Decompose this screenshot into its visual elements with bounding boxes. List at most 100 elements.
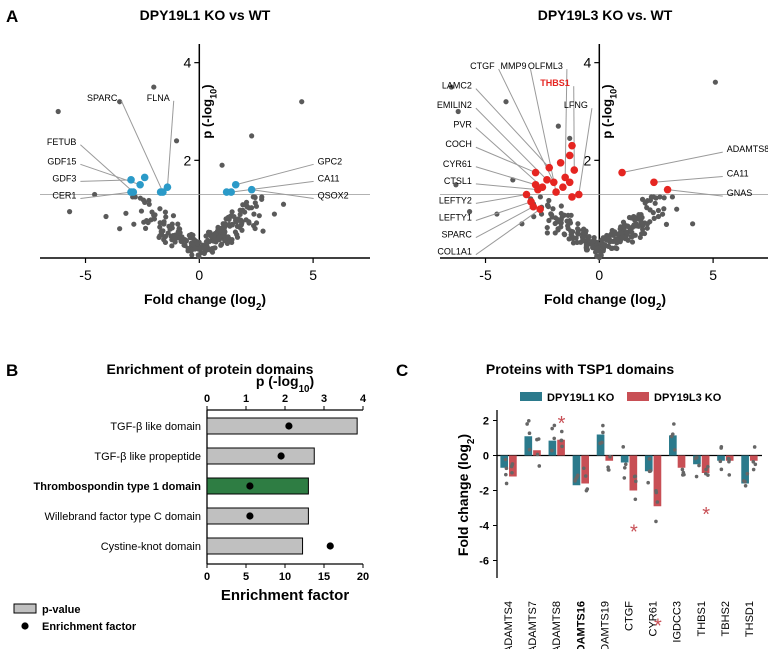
- replicate-point: [504, 481, 509, 486]
- replicate-point: [601, 423, 605, 428]
- fold-change-bar: [701, 455, 710, 473]
- label-leader-line: [475, 107, 548, 181]
- protein-point: [253, 203, 260, 209]
- protein-point: [251, 211, 257, 217]
- x-tick-label: 0: [595, 267, 603, 283]
- legend-enrichment-label: Enrichment factor: [42, 621, 137, 633]
- protein-label: CYR61: [443, 159, 472, 169]
- protein-point: [252, 194, 258, 201]
- protein-point: [618, 224, 624, 230]
- significant-protein-point: [561, 173, 569, 182]
- protein-point: [610, 232, 616, 238]
- protein-point: [159, 232, 165, 238]
- label-leader-line: [475, 194, 527, 204]
- protein-point: [531, 214, 537, 220]
- protein-point: [280, 201, 287, 207]
- protein-point: [237, 211, 243, 218]
- label-leader-line: [475, 127, 543, 188]
- significant-protein-point: [529, 202, 538, 211]
- y-tick-label: 2: [184, 152, 192, 168]
- fold-change-bar: [644, 455, 653, 472]
- significant-protein-point: [568, 141, 576, 150]
- significant-protein-point: [559, 183, 567, 191]
- replicate-point: [581, 466, 586, 471]
- protein-point: [544, 230, 550, 236]
- protein-label: CA11: [318, 173, 340, 183]
- significant-protein-point: [543, 176, 551, 184]
- category-label: CTGF: [624, 601, 636, 631]
- domain-label: TGF-β like propeptide: [94, 451, 201, 463]
- replicate-point: [727, 473, 732, 477]
- protein-point: [169, 225, 175, 231]
- panel-a-label: A: [6, 7, 18, 26]
- bottom-tick-label: 0: [204, 571, 210, 583]
- protein-point: [198, 245, 204, 251]
- domain-label: Cystine-knot domain: [101, 541, 201, 553]
- enrichment-factor-point: [277, 452, 285, 460]
- replicate-point: [719, 444, 724, 449]
- protein-label: GPC2: [318, 156, 343, 166]
- domain-label: TGF-β like domain: [110, 421, 201, 433]
- protein-point: [66, 209, 73, 215]
- replicate-point: [559, 438, 564, 443]
- replicate-point: [753, 462, 758, 467]
- y-tick-label: 0: [483, 451, 489, 463]
- protein-point: [250, 223, 257, 229]
- protein-point: [576, 227, 582, 233]
- protein-point: [466, 209, 473, 215]
- protein-point: [169, 234, 175, 240]
- protein-point: [138, 208, 145, 214]
- protein-point: [669, 194, 676, 200]
- volcano-title: DPY19L3 KO vs. WT: [538, 7, 673, 23]
- significant-protein-point: [565, 151, 574, 160]
- label-leader-line: [80, 191, 132, 200]
- protein-point: [244, 203, 250, 209]
- fold-change-bar: [741, 455, 749, 484]
- protein-point: [564, 218, 570, 224]
- replicate-point: [537, 464, 542, 468]
- replicate-point: [672, 422, 676, 426]
- protein-point: [222, 238, 228, 244]
- enrichment-factor-point: [285, 422, 293, 430]
- protein-point: [565, 225, 571, 232]
- protein-point: [652, 200, 658, 206]
- legend-pvalue-label: p-value: [42, 604, 81, 616]
- replicate-point: [552, 436, 557, 441]
- replicate-point: [670, 432, 675, 436]
- replicate-point: [510, 470, 514, 475]
- protein-point: [647, 219, 653, 225]
- replicate-point: [681, 470, 686, 475]
- replicate-point: [535, 452, 540, 457]
- fold-change-bar: [548, 440, 557, 456]
- replicate-point: [694, 474, 699, 479]
- replicate-point: [654, 519, 658, 524]
- protein-point: [181, 242, 187, 248]
- protein-point: [162, 239, 169, 246]
- significant-protein-point: [522, 190, 531, 199]
- protein-point: [162, 209, 169, 215]
- volcano-title: DPY19L1 KO vs WT: [140, 7, 271, 23]
- replicate-point: [601, 430, 605, 435]
- x-tick-label: 5: [309, 267, 317, 283]
- protein-point: [157, 224, 163, 230]
- protein-point: [169, 243, 175, 249]
- label-leader-line: [231, 180, 314, 193]
- replicate-point: [751, 467, 756, 472]
- protein-point: [663, 221, 670, 227]
- protein-point: [189, 252, 195, 258]
- p-value-bar: [206, 417, 358, 435]
- label-leader-line: [475, 166, 536, 186]
- protein-point: [566, 236, 572, 242]
- protein-point: [117, 226, 123, 232]
- x-tick-label: -5: [479, 267, 492, 283]
- replicate-point: [706, 464, 710, 469]
- bottom-tick-label: 5: [243, 571, 249, 583]
- significant-protein-point: [556, 158, 565, 167]
- protein-point: [657, 194, 663, 200]
- replicate-point: [680, 467, 685, 472]
- protein-point: [92, 191, 98, 198]
- protein-label: QSOX2: [318, 191, 349, 201]
- category-label: THSD1: [744, 601, 756, 637]
- significance-marker: *: [702, 504, 710, 526]
- protein-point: [639, 196, 646, 202]
